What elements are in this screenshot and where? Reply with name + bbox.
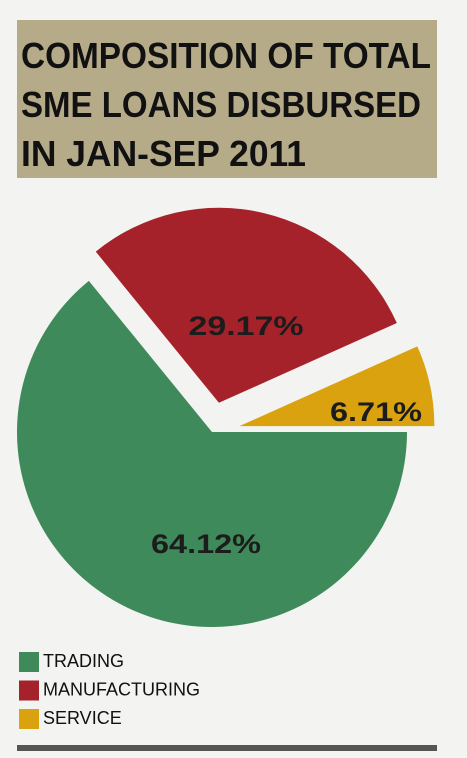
pie-slice xyxy=(17,280,408,627)
data-label: 29.17% xyxy=(189,311,304,341)
legend-label: MANUFACTURING xyxy=(43,679,200,699)
bottom-rule xyxy=(17,745,437,751)
legend-swatch xyxy=(19,680,39,701)
legend-label: TRADING xyxy=(43,651,124,671)
chart-title: SME LOANS DISBURSED xyxy=(21,84,421,125)
legend-swatch xyxy=(19,652,39,672)
title-box xyxy=(17,20,437,178)
pie-slice xyxy=(239,346,435,427)
chart-title: COMPOSITION OF TOTAL xyxy=(21,35,431,76)
legend-swatch xyxy=(19,709,39,729)
legend-label: SERVICE xyxy=(43,708,122,728)
data-label: 64.12% xyxy=(151,529,261,559)
pie-slice xyxy=(95,207,397,403)
chart-title: IN JAN-SEP 2011 xyxy=(21,133,306,174)
pie: 64.12% 29.17% 6.71% xyxy=(17,207,435,627)
legend: TRADING MANUFACTURING SERVICE xyxy=(19,651,200,729)
data-label: 6.71% xyxy=(330,397,422,427)
